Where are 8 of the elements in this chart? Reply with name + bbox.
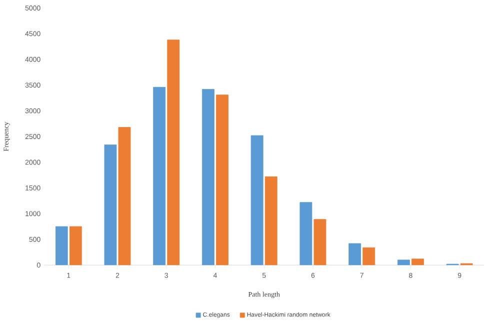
bar [250, 135, 264, 266]
bar [202, 88, 214, 266]
bar [55, 226, 68, 266]
bar [397, 260, 410, 266]
bar [348, 243, 362, 266]
bar [300, 202, 312, 266]
bar [104, 144, 117, 266]
bar [153, 86, 166, 266]
